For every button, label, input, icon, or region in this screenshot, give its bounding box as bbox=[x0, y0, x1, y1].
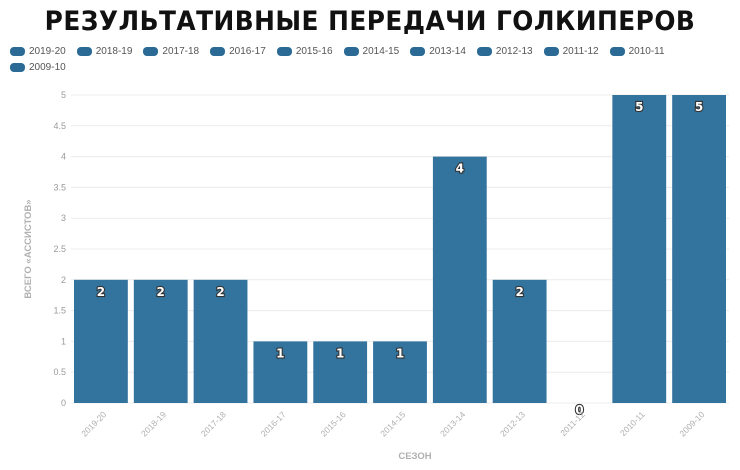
bar-value-label: 2 bbox=[97, 285, 105, 299]
bar[interactable] bbox=[612, 95, 667, 403]
legend-item[interactable]: 2019-20 bbox=[10, 44, 66, 58]
legend-swatch bbox=[609, 46, 625, 56]
bar-value-label: 1 bbox=[396, 346, 404, 360]
legend-item[interactable]: 2015-16 bbox=[276, 44, 333, 58]
bar-value-label: 5 bbox=[635, 100, 643, 114]
x-tick-label: 2015-16 bbox=[318, 409, 347, 438]
bar[interactable] bbox=[492, 279, 547, 403]
legend-label: 2010-11 bbox=[628, 45, 665, 57]
x-tick-label: 2019-20 bbox=[79, 409, 108, 438]
legend-label: 2018-19 bbox=[95, 45, 133, 57]
legend-item[interactable]: 2011-12 bbox=[543, 44, 599, 58]
legend-label: 2012-13 bbox=[495, 45, 533, 57]
legend-item[interactable]: 2013-14 bbox=[410, 44, 466, 58]
bar[interactable] bbox=[253, 341, 308, 403]
legend-swatch bbox=[10, 46, 25, 56]
legend-swatch bbox=[143, 46, 159, 56]
bar-value-label: 4 bbox=[456, 162, 464, 176]
y-axis-title: ВСЕГО «АССИСТОВ» bbox=[23, 199, 34, 298]
bar-value-label: 2 bbox=[157, 285, 165, 299]
y-tick-label: 2 bbox=[61, 275, 66, 285]
x-tick-label: 2016-17 bbox=[259, 409, 288, 438]
bar[interactable] bbox=[373, 341, 427, 403]
y-tick-label: 2.5 bbox=[53, 244, 66, 254]
bar[interactable] bbox=[74, 279, 128, 403]
x-tick-label: 2013-14 bbox=[438, 409, 467, 438]
bar-value-label: 2 bbox=[216, 285, 224, 299]
x-tick-label: 2011-12 bbox=[558, 409, 587, 438]
bar[interactable] bbox=[672, 95, 726, 403]
legend-item[interactable]: 2009-10 bbox=[10, 60, 66, 74]
legend-item[interactable]: 2016-17 bbox=[210, 44, 266, 58]
y-tick-label: 3 bbox=[61, 213, 66, 223]
legend-item[interactable]: 2014-15 bbox=[343, 44, 400, 58]
legend-label: 2013-14 bbox=[429, 45, 466, 57]
legend-label: 2009-10 bbox=[29, 61, 66, 73]
legend-swatch bbox=[410, 46, 426, 56]
bar-value-label: 5 bbox=[695, 100, 703, 114]
bar-value-label: 1 bbox=[276, 346, 284, 360]
x-tick-label: 2014-15 bbox=[378, 409, 407, 438]
legend-swatch bbox=[543, 46, 559, 56]
y-tick-label: 0 bbox=[61, 398, 66, 408]
legend-item[interactable]: 2012-13 bbox=[476, 44, 533, 58]
legend-item[interactable]: 2017-18 bbox=[143, 44, 199, 58]
legend-swatch bbox=[210, 46, 226, 56]
legend-label: 2014-15 bbox=[362, 45, 400, 57]
legend-swatch bbox=[10, 62, 25, 72]
legend-label: 2019-20 bbox=[29, 45, 66, 57]
x-tick-label: 2010-11 bbox=[618, 409, 647, 438]
x-axis-title: СЕЗОН bbox=[398, 451, 431, 462]
y-tick-label: 1 bbox=[61, 336, 66, 346]
legend-label: 2017-18 bbox=[162, 45, 200, 57]
bar-value-label: 0 bbox=[575, 403, 583, 417]
x-tick-label: 2012-13 bbox=[498, 409, 527, 438]
legend-swatch bbox=[476, 46, 492, 56]
bar-value-label: 2 bbox=[515, 285, 523, 299]
legend-label: 2015-16 bbox=[295, 45, 333, 57]
bar[interactable] bbox=[313, 341, 368, 403]
chart-title: РЕЗУЛЬТАТИВНЫЕ ПЕРЕДАЧИ ГОЛКИПЕРОВ bbox=[44, 6, 696, 37]
bar[interactable] bbox=[432, 156, 487, 403]
x-tick-label: 2017-18 bbox=[199, 409, 228, 438]
legend-label: 2011-12 bbox=[562, 45, 599, 57]
y-tick-label: 4.5 bbox=[53, 121, 66, 131]
y-tick-label: 4 bbox=[61, 152, 66, 162]
legend-item[interactable]: 2018-19 bbox=[76, 44, 133, 58]
legend-label: 2016-17 bbox=[229, 45, 266, 57]
x-tick-label: 2009-10 bbox=[677, 409, 706, 438]
legend-item[interactable]: 2010-11 bbox=[609, 44, 665, 58]
bar[interactable] bbox=[133, 279, 188, 403]
y-tick-label: 0.5 bbox=[53, 367, 66, 377]
bar[interactable] bbox=[193, 279, 248, 403]
legend-swatch bbox=[76, 46, 92, 56]
chart-legend: 2019-20 2018-19 2017-18 2016-17 2015-16 2014-… bbox=[10, 44, 730, 74]
legend-swatch bbox=[276, 46, 292, 56]
y-tick-label: 5 bbox=[61, 90, 66, 100]
y-tick-label: 1.5 bbox=[53, 306, 66, 316]
legend-swatch bbox=[343, 46, 359, 56]
y-tick-label: 3.5 bbox=[53, 182, 66, 192]
x-tick-label: 2018-19 bbox=[139, 409, 168, 438]
bar-value-label: 1 bbox=[336, 346, 344, 360]
